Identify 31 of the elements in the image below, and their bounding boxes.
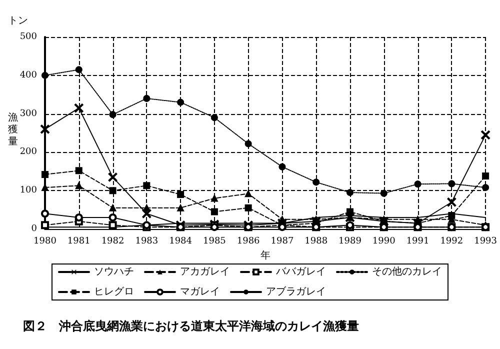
x-tick-label: 1981: [67, 236, 90, 246]
x-tick-label: 1991: [406, 236, 430, 246]
text: トン: [8, 16, 28, 26]
legend-label: ババガレイ: [275, 266, 326, 278]
legend-label: ソウハチ: [94, 266, 134, 278]
x-tick-label: 1985: [202, 236, 226, 246]
text: 図２ 沖合底曳網漁業における道東太平洋海域のカレイ漁獲量: [23, 319, 359, 333]
x-tick-label: 1993: [474, 236, 498, 246]
x-tick-label: 1982: [101, 236, 124, 246]
y-tick-label: 500: [20, 32, 38, 42]
x-tick-label: 1988: [304, 236, 328, 246]
legend-label: その他のカレイ: [372, 266, 442, 278]
legend-label: マガレイ: [180, 286, 220, 298]
x-tick-label: 1980: [34, 236, 57, 246]
x-tick-label: 1983: [135, 236, 158, 246]
x-tick-label: 1984: [169, 236, 192, 246]
y-tick-label: 300: [20, 108, 38, 119]
x-tick-label: 1990: [372, 236, 396, 246]
legend-label: アカガレイ: [180, 266, 230, 278]
y-tick-label: 100: [20, 186, 38, 196]
legend-label: ヒレグロ: [94, 286, 134, 298]
y-tick-label: 400: [20, 70, 38, 80]
x-axis-title: 年: [260, 249, 270, 262]
legend-label: アブラガレイ: [266, 286, 326, 298]
x-tick-label: 1986: [236, 236, 260, 246]
y-axis-title: 漁獲量: [8, 112, 18, 148]
x-tick-label: 1989: [338, 236, 362, 246]
x-tick-label: 1992: [440, 236, 464, 246]
y-tick-label: 200: [20, 147, 38, 158]
x-tick-label: 1987: [270, 236, 294, 246]
y-tick-label: 0: [31, 224, 38, 234]
